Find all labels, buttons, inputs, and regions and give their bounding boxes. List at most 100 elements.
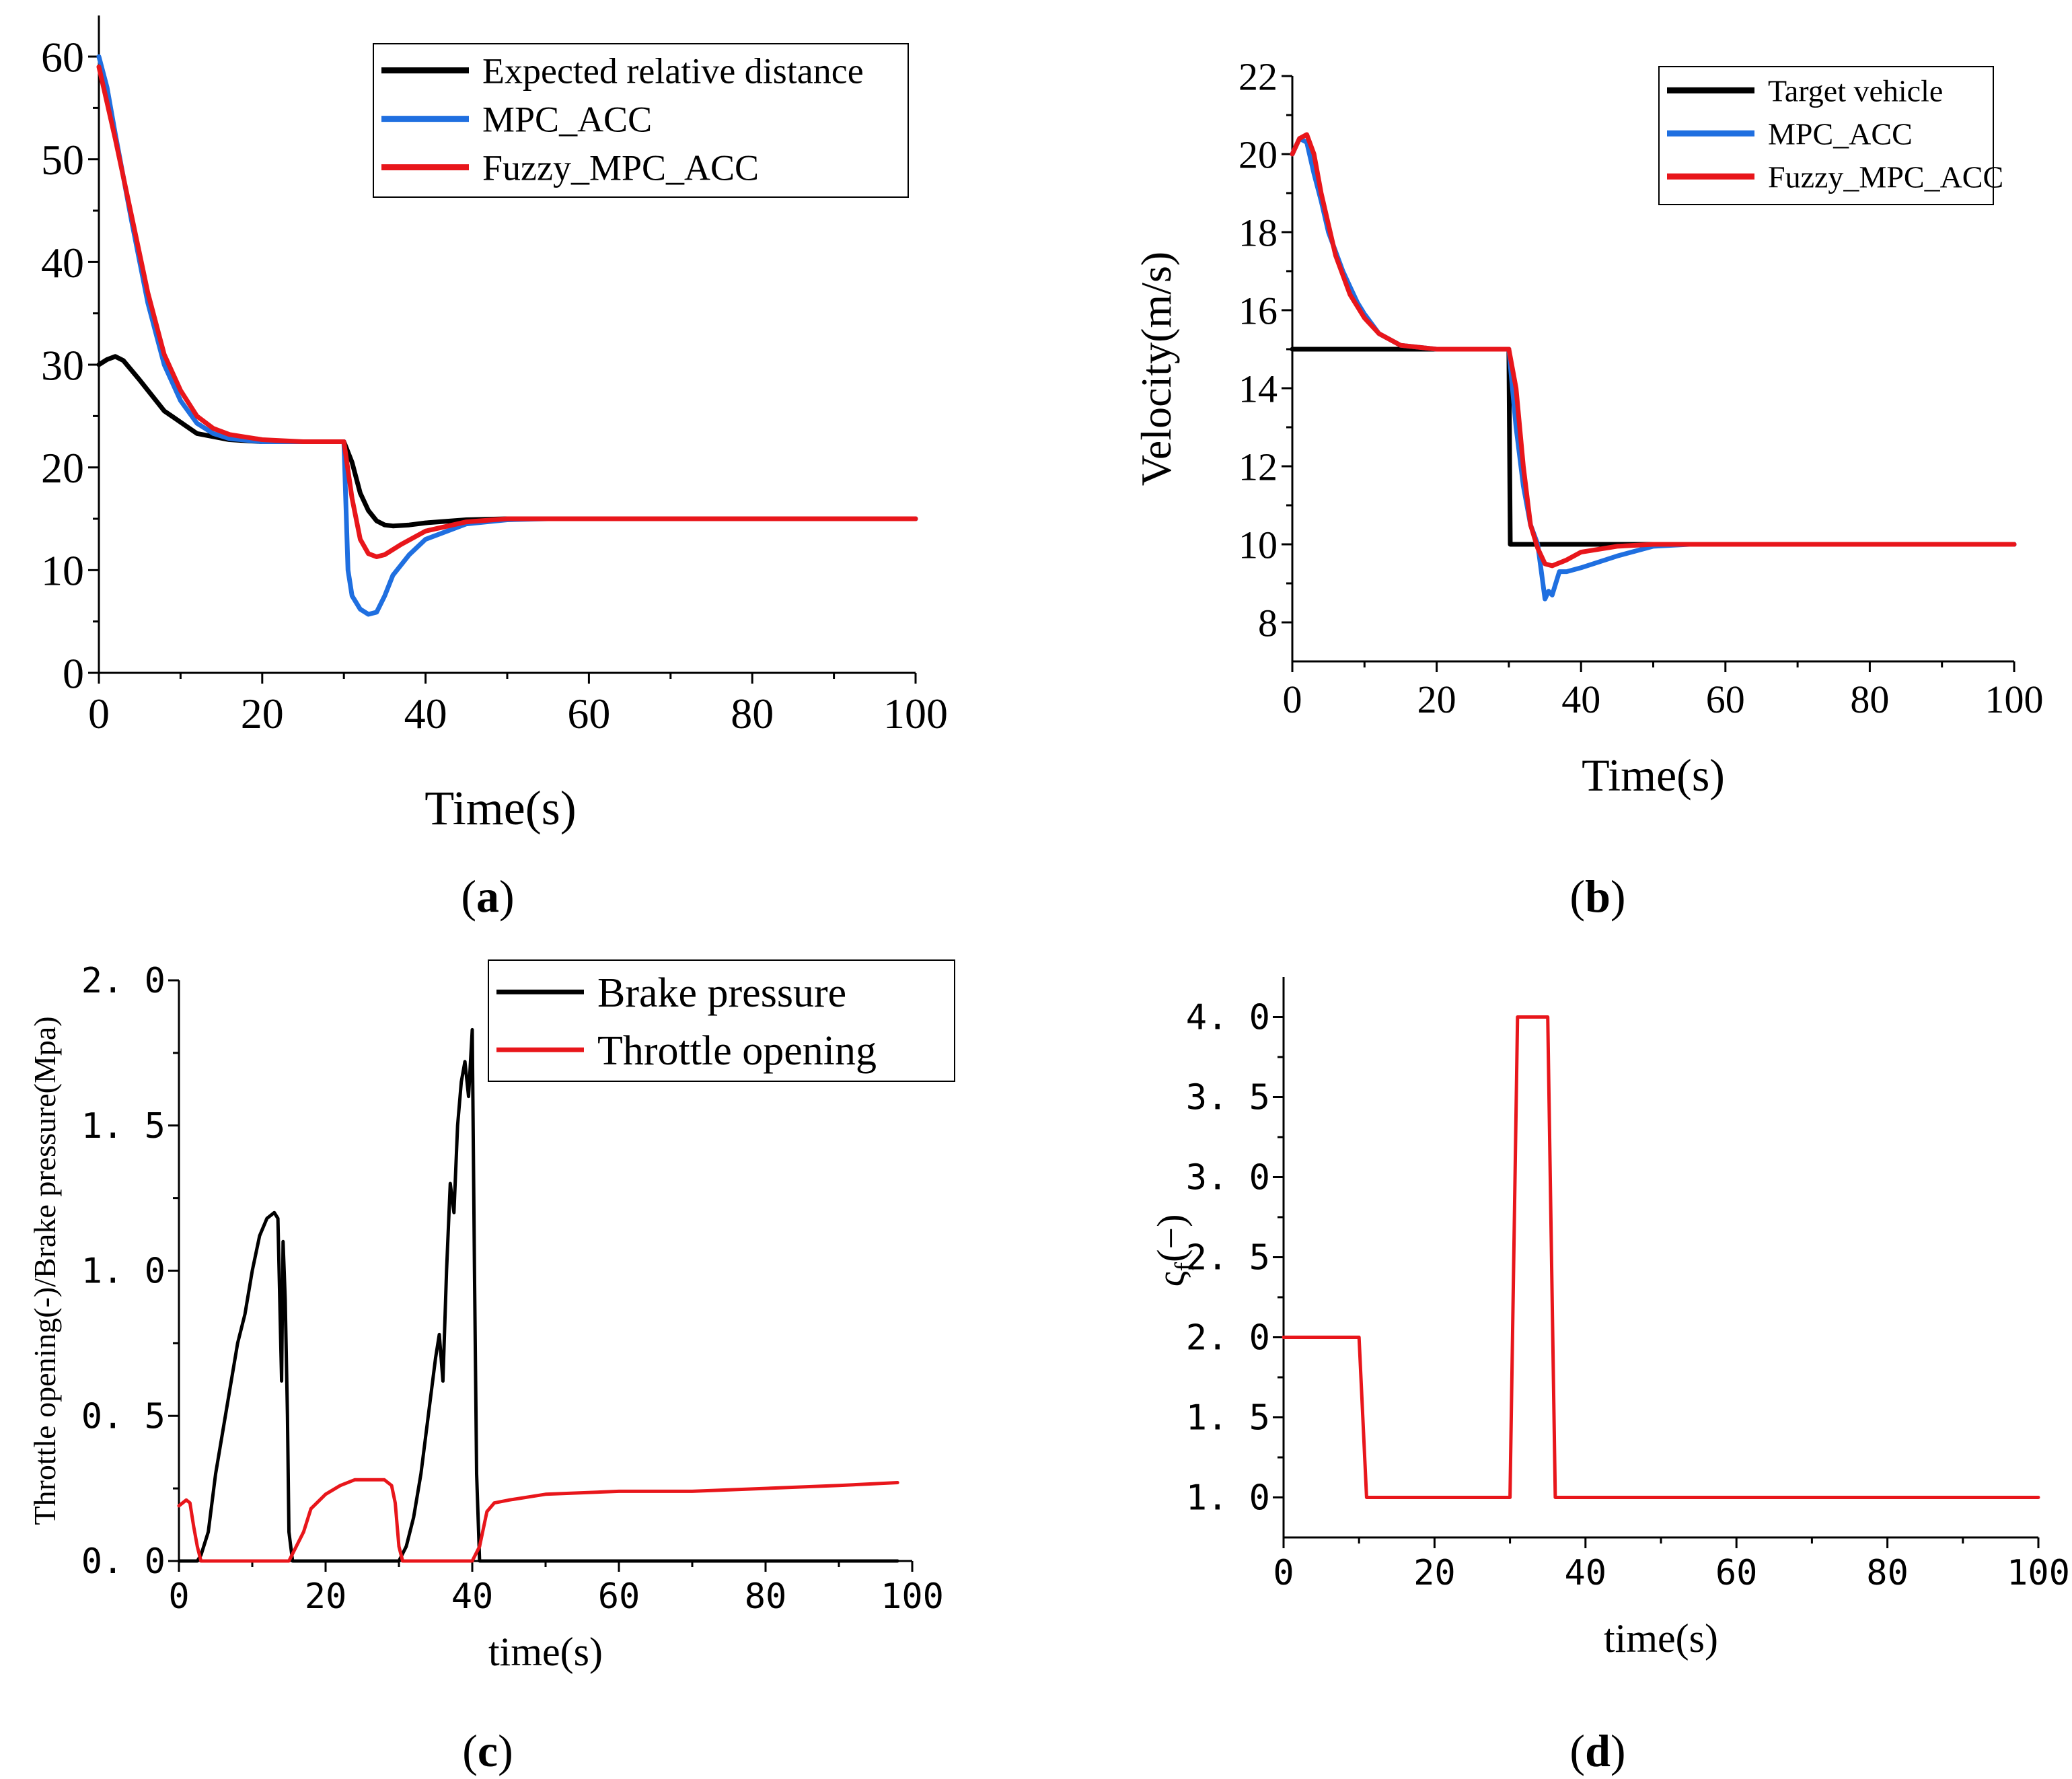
y-tick-label: 0. 0 — [81, 1541, 165, 1582]
legend-entry-label: Fuzzy_MPC_ACC — [1768, 159, 2003, 194]
y-tick-label: 8 — [1258, 601, 1278, 645]
y-tick-label: 20 — [41, 444, 84, 492]
panel-caption: (b) — [1569, 871, 1625, 922]
x-tick-label: 100 — [1985, 678, 2044, 721]
y-tick-label: 40 — [41, 239, 84, 287]
x-tick-label: 20 — [305, 1576, 347, 1617]
legend-entry-label: MPC_ACC — [1768, 116, 1913, 151]
x-axis-label: Time(s) — [1582, 750, 1725, 801]
y-tick-label: 2. 5 — [1186, 1238, 1270, 1278]
y-tick-label: 30 — [41, 341, 84, 389]
x-tick-label: 60 — [598, 1576, 640, 1617]
x-tick-label: 80 — [1866, 1553, 1909, 1593]
caption-open-paren: ( — [1569, 871, 1585, 922]
caption-open-paren: ( — [462, 1725, 478, 1776]
caption-open-paren: ( — [1569, 1725, 1585, 1776]
y-tick-label: 1. 5 — [81, 1106, 165, 1147]
legend: Target vehicle MPC_ACC Fuzzy_MPC_ACC — [1658, 66, 2003, 205]
y-tick-label: 1. 5 — [1186, 1398, 1270, 1439]
legend-entry-label: MPC_ACC — [482, 100, 652, 140]
x-axis-label: time(s) — [488, 1630, 603, 1674]
caption-close-paren: ) — [499, 871, 515, 922]
caption-letter: b — [1585, 871, 1611, 922]
x-tick-label: 100 — [881, 1576, 944, 1617]
caption-close-paren: ) — [1611, 871, 1626, 922]
y-tick-label: 0 — [63, 649, 84, 697]
legend-entry-label: Brake pressure — [597, 970, 846, 1016]
series-line-throttle-opening — [177, 1478, 899, 1563]
y-tick-label: 12 — [1238, 445, 1278, 488]
panel-d: 0 20 40 60 80 100 1. 0 1. 5 2. 0 2. 5 3. 0 3. 5 4. 0… — [1149, 977, 2070, 1776]
x-tick-label: 60 — [1715, 1553, 1758, 1593]
x-tick-label: 40 — [451, 1576, 494, 1617]
x-tick-label: 40 — [1561, 678, 1600, 721]
x-tick-label: 60 — [1706, 678, 1745, 721]
legend: Brake pressure Throttle opening — [488, 959, 955, 1082]
x-tick-label: 0 — [88, 690, 110, 737]
series-line-target-vehicle — [1290, 347, 2017, 547]
x-tick-label: 40 — [404, 690, 447, 737]
y-tick-label: 50 — [41, 136, 84, 184]
panel-c: 0 20 40 60 80 100 0. 0 0. 5 1. 0 1. 5 2. 0 Brake pr… — [28, 959, 955, 1776]
x-tick-label: 20 — [1417, 678, 1456, 721]
y-tick-label: 1. 0 — [81, 1251, 165, 1292]
panel-b: 0 20 40 60 80 100 8 10 12 14 16 18 20 22 Target vehicl… — [1132, 55, 2044, 922]
y-tick-label: 0. 5 — [81, 1396, 165, 1437]
panel-caption: (d) — [1569, 1725, 1625, 1776]
legend-entry-label: Expected relative distance — [482, 51, 864, 92]
x-axis-label: Time(s) — [424, 781, 576, 835]
series-line-expected-relative-distance — [96, 354, 918, 529]
x-tick-label: 80 — [731, 690, 774, 737]
caption-close-paren: ) — [498, 1725, 513, 1776]
y-tick-label: 2. 0 — [1186, 1318, 1270, 1358]
y-label-unit: (−) — [1149, 1214, 1193, 1262]
x-tick-label: 100 — [2007, 1553, 2070, 1593]
y-axis-label: Throttle opening(-)/Brake pressure(Mpa) — [28, 1016, 62, 1525]
series-line-fuzzy-mpc-acc — [1290, 132, 2017, 569]
series-line-fuzzy-mpc-acc — [96, 64, 918, 559]
series-line-brake-pressure — [177, 1027, 899, 1563]
y-tick-label: 3. 0 — [1186, 1158, 1270, 1198]
legend-entry-label: Target vehicle — [1768, 73, 1943, 108]
y-tick-label: 18 — [1238, 211, 1278, 254]
caption-letter: d — [1585, 1725, 1611, 1776]
y-tick-label: 14 — [1238, 367, 1278, 410]
y-label-subscript: f — [1169, 1262, 1199, 1271]
x-tick-label: 80 — [1850, 678, 1889, 721]
y-tick-label: 60 — [41, 33, 84, 81]
caption-letter: a — [476, 871, 499, 922]
legend-entry-label: Throttle opening — [597, 1028, 877, 1074]
x-tick-label: 0 — [1283, 678, 1302, 721]
y-tick-label: 3. 5 — [1186, 1078, 1270, 1118]
x-tick-label: 80 — [745, 1576, 787, 1617]
y-axis-label: ςf(−) — [1149, 1214, 1199, 1287]
caption-close-paren: ) — [1611, 1725, 1626, 1776]
legend-box — [488, 959, 955, 1082]
x-tick-label: 100 — [883, 690, 948, 737]
y-tick-label: 4. 0 — [1186, 998, 1270, 1038]
x-tick-label: 40 — [1564, 1553, 1606, 1593]
y-tick-label: 10 — [1238, 523, 1278, 567]
x-tick-label: 0 — [168, 1576, 189, 1617]
x-tick-label: 60 — [567, 690, 610, 737]
y-tick-label: 1. 0 — [1186, 1478, 1270, 1519]
y-tick-label: 22 — [1238, 55, 1278, 98]
x-axis-label: time(s) — [1604, 1616, 1718, 1661]
x-tick-label: 0 — [1273, 1553, 1294, 1593]
y-axis-label: Velocity(m/s) — [1132, 252, 1180, 486]
panel-caption: (a) — [461, 871, 514, 922]
x-tick-label: 20 — [1413, 1553, 1456, 1593]
legend-entry-label: Fuzzy_MPC_ACC — [482, 148, 759, 188]
series-line--f — [1282, 1015, 2040, 1499]
y-tick-label: 2. 0 — [81, 961, 165, 1001]
legend: Expected relative distance MPC_ACC Fuzzy_M… — [373, 43, 909, 198]
y-label-symbol: ς — [1149, 1271, 1193, 1286]
y-tick-label: 20 — [1238, 133, 1278, 176]
y-tick-label: 16 — [1238, 289, 1278, 332]
y-tick-label: 10 — [41, 547, 84, 595]
panel-a: 0 20 40 60 80 100 0 10 20 30 40 50 60 Expected relati… — [41, 15, 948, 922]
x-tick-label: 20 — [241, 690, 284, 737]
caption-open-paren: ( — [461, 871, 476, 922]
series-line-mpc-acc — [1290, 136, 2017, 602]
